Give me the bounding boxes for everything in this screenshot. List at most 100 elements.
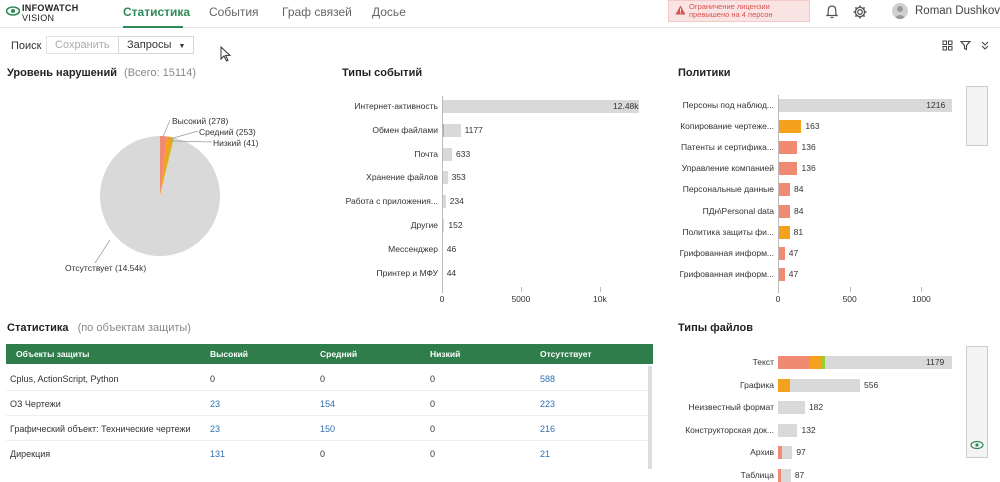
infowatch-watermark-icon: [970, 440, 984, 450]
bar-segment[interactable]: [778, 356, 811, 369]
bar-segment[interactable]: [780, 446, 782, 459]
bar-segment[interactable]: [780, 468, 791, 482]
bar-segment[interactable]: [778, 162, 798, 176]
cell-medium[interactable]: 154: [320, 399, 336, 409]
bar-segment[interactable]: [442, 100, 639, 113]
col-header-low[interactable]: Низкий: [430, 349, 461, 359]
table-row[interactable]: Дирекция 131 0 0 21: [6, 441, 653, 466]
collapse-chevron-icon[interactable]: [980, 40, 990, 51]
bar-segment[interactable]: [442, 147, 452, 161]
bar-segment[interactable]: [443, 123, 461, 137]
pie-label-medium: Средний (253): [199, 127, 256, 137]
cell-object: Дирекция: [10, 449, 51, 459]
chart-axis-tick-label: 500: [842, 294, 857, 304]
chart-axis-tick-label: 0: [439, 294, 445, 304]
bar-segment[interactable]: [789, 378, 861, 392]
pie-label-high: Высокий (278): [172, 116, 229, 126]
table-row[interactable]: Cplus, ActionScript, Python 0 0 0 588: [6, 366, 653, 391]
table-row[interactable]: Графический объект: Технические чертежи …: [6, 416, 653, 441]
bar-segment[interactable]: [778, 446, 781, 459]
bar-segment[interactable]: [778, 183, 791, 197]
pie-slice-medium[interactable]: [160, 136, 174, 196]
infowatch-logo[interactable]: INFOWATCH VISION: [6, 3, 96, 25]
bar-segment[interactable]: [778, 204, 791, 218]
violations-pie-chart: [94, 119, 220, 264]
bar-segment[interactable]: [810, 356, 823, 369]
bar-segment[interactable]: [778, 120, 802, 134]
filter-icon[interactable]: [960, 40, 971, 51]
bar-segment[interactable]: [778, 423, 798, 437]
bar-segment[interactable]: [778, 401, 805, 414]
save-button[interactable]: Сохранить: [46, 36, 119, 54]
bar-segment[interactable]: [781, 446, 793, 459]
chart-axis-line: [442, 96, 443, 293]
grid-view-icon[interactable]: [942, 40, 953, 51]
cell-none[interactable]: 223: [540, 399, 556, 409]
table-row[interactable]: ОЗ Чертежи 23 154 0 223: [6, 391, 653, 416]
bar-segment[interactable]: [825, 356, 952, 369]
queries-dropdown[interactable]: Запросы ▼: [118, 36, 195, 54]
col-header-none[interactable]: Отсутствует: [540, 349, 592, 359]
cell-none[interactable]: 21: [540, 449, 551, 459]
col-header-high[interactable]: Высокий: [210, 349, 249, 359]
policies-scrollbar[interactable]: [966, 86, 988, 146]
bar-value-label: 556: [864, 379, 879, 390]
bar-segment[interactable]: [442, 219, 445, 232]
logo-text: INFOWATCH: [22, 3, 79, 13]
bar-value-label: 81: [793, 226, 804, 237]
bar-segment[interactable]: [778, 141, 798, 155]
chart-axis-tick: [442, 287, 443, 292]
bar-category-label: Грифованная информ...: [679, 268, 774, 279]
bar-segment[interactable]: [778, 246, 785, 260]
cell-high[interactable]: 131: [210, 449, 226, 459]
bar-segment[interactable]: [778, 378, 790, 392]
avatar: [892, 3, 908, 19]
bar-category-label: Почта: [414, 148, 438, 159]
cell-none[interactable]: 588: [540, 374, 556, 384]
pie-leader-line: [171, 140, 213, 143]
cell-low: 0: [430, 374, 436, 384]
bar-value-label: 87: [794, 469, 805, 480]
pie-leader-line: [94, 239, 111, 264]
bar-category-label: Конструкторская док...: [685, 424, 774, 435]
pie-slice-low[interactable]: [160, 137, 175, 196]
pie-slice-none[interactable]: [100, 136, 220, 256]
cell-medium: 0: [320, 374, 326, 384]
bell-icon[interactable]: [824, 4, 840, 20]
license-alert[interactable]: Ограничение лицензии превышено на 4 перс…: [668, 0, 810, 22]
violations-title-text: Уровень нарушений: [7, 67, 117, 79]
bar-segment[interactable]: [822, 356, 826, 369]
col-header-objects[interactable]: Объекты защиты: [16, 349, 90, 359]
bar-category-label: Архив: [750, 447, 774, 457]
bar-segment[interactable]: [442, 123, 444, 137]
tab-statistics[interactable]: Статистика: [123, 0, 190, 28]
bar-value-label: 1179: [926, 357, 945, 367]
cell-high[interactable]: 23: [210, 399, 221, 409]
license-alert-line2: превышено на 4 персон: [689, 10, 773, 19]
pie-slice-high[interactable]: [160, 136, 167, 196]
stats-scrollbar[interactable]: [648, 366, 652, 469]
bar-segment[interactable]: [442, 195, 446, 209]
tab-dossier[interactable]: Досье: [372, 5, 406, 19]
bar-value-label: 12.48k: [613, 101, 639, 111]
bar-category-label: Грифованная информ...: [679, 247, 774, 258]
cell-high[interactable]: 23: [210, 424, 221, 434]
col-header-medium[interactable]: Средний: [320, 349, 358, 359]
bar-segment[interactable]: [778, 267, 785, 281]
bar-value-label: 1216: [926, 100, 946, 110]
chart-axis-line: [778, 95, 779, 293]
bar-segment[interactable]: [778, 225, 790, 239]
bar-category-label: Управление компанией: [681, 163, 774, 174]
chart-axis-tick-label: 1000: [911, 294, 931, 304]
bar-segment[interactable]: [778, 99, 953, 112]
bar-segment[interactable]: [442, 171, 448, 185]
file-types-scrollbar[interactable]: [966, 346, 988, 458]
chart-axis-tick: [849, 287, 851, 292]
tab-events[interactable]: События: [209, 5, 259, 19]
cell-none[interactable]: 216: [540, 424, 556, 434]
gear-icon[interactable]: [852, 4, 868, 20]
search-button[interactable]: Поиск: [11, 40, 42, 52]
cell-medium[interactable]: 150: [320, 424, 336, 434]
tab-link-graph[interactable]: Граф связей: [282, 5, 352, 19]
bar-category-label: Патенты и сертифика...: [681, 142, 774, 153]
